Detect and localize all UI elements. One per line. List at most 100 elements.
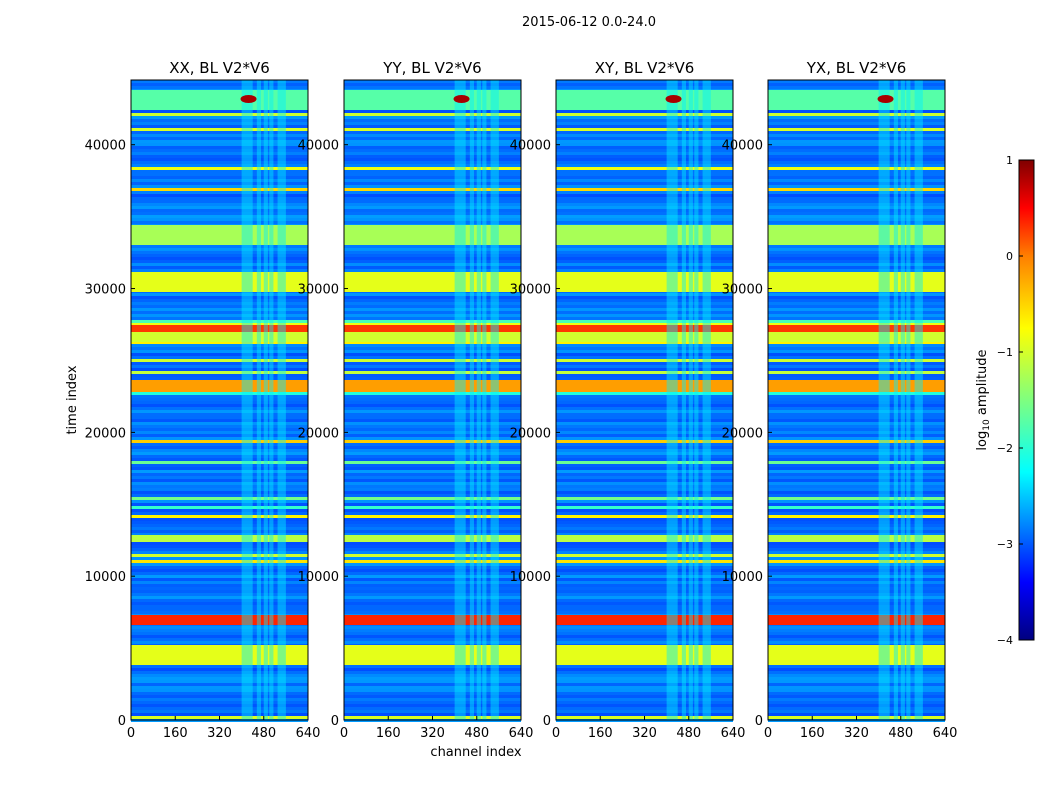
heatmap-row — [768, 110, 945, 113]
heatmap-row — [344, 206, 521, 209]
heatmap-row — [556, 578, 733, 581]
heatmap-row — [768, 83, 945, 86]
heatmap-row — [131, 341, 308, 344]
heatmap-row — [556, 119, 733, 122]
heatmap-row — [768, 533, 945, 536]
heatmap-row — [131, 572, 308, 575]
x-tick-label: 640 — [721, 726, 746, 741]
x-tick-label: 0 — [764, 726, 772, 741]
heatmap-band — [131, 332, 308, 342]
heatmap-row — [131, 113, 308, 116]
x-tick-label: 480 — [464, 726, 489, 741]
heatmap-row — [556, 419, 733, 422]
heatmap-row — [556, 251, 733, 254]
heatmap-channel-streak — [688, 80, 693, 720]
heatmap-row — [344, 341, 521, 344]
heatmap-row — [556, 164, 733, 167]
heatmap-row — [556, 572, 733, 575]
heatmap-row — [131, 353, 308, 356]
heatmap-row — [556, 635, 733, 638]
heatmap-row — [131, 431, 308, 434]
heatmap-row — [344, 584, 521, 587]
heatmap-row — [344, 194, 521, 197]
heatmap-row — [556, 680, 733, 683]
heatmap-row — [131, 713, 308, 716]
heatmap-row — [556, 686, 733, 689]
heatmap-row — [131, 608, 308, 611]
heatmap-row — [131, 482, 308, 485]
heatmap-row — [556, 587, 733, 590]
heatmap-row — [556, 698, 733, 701]
heatmap-row — [344, 410, 521, 413]
heatmap-row — [768, 425, 945, 428]
heatmap-row — [768, 608, 945, 611]
heatmap-band — [131, 380, 308, 392]
heatmap-panel: YX, BL V2*V6 0 160 320 480 640 0 10000 20000 3000… — [722, 59, 958, 741]
heatmap-row — [556, 692, 733, 695]
heatmap-row — [768, 323, 945, 326]
heatmap-panels: XX, BL V2*V6 0 160 320 480 640 0 10000 20000 3000… — [85, 59, 958, 741]
heatmap-row — [768, 260, 945, 263]
heatmap-row — [131, 584, 308, 587]
heatmap-row — [768, 542, 945, 545]
heatmap-row — [131, 707, 308, 710]
heatmap-row — [344, 494, 521, 497]
heatmap-row — [768, 200, 945, 203]
heatmap-row — [131, 125, 308, 128]
heatmap-row — [344, 137, 521, 140]
heatmap-row — [768, 359, 945, 362]
heatmap-row — [344, 182, 521, 185]
heatmap-row — [556, 143, 733, 146]
heatmap-row — [344, 359, 521, 362]
colorbar-label-rest: amplitude — [975, 349, 990, 419]
heatmap-row — [768, 248, 945, 251]
heatmap-row — [556, 398, 733, 401]
heatmap-row — [768, 179, 945, 182]
heatmap-row — [768, 155, 945, 158]
heatmap-row — [556, 170, 733, 173]
heatmap-row — [768, 596, 945, 599]
heatmap-row — [768, 491, 945, 494]
panel-title: XX, BL V2*V6 — [169, 59, 270, 77]
x-tick-label: 640 — [933, 726, 958, 741]
heatmap-row — [768, 713, 945, 716]
heatmap-row — [131, 140, 308, 143]
heatmap-row — [768, 578, 945, 581]
heatmap-row — [768, 698, 945, 701]
y-tick-label: 10000 — [85, 570, 126, 585]
heatmap-row — [131, 515, 308, 518]
colorbar-ticks: 1 0 −1 −2 −3 −4 — [997, 154, 1023, 647]
heatmap-row — [344, 569, 521, 572]
x-tick-label: 160 — [588, 726, 613, 741]
heatmap-hotspot — [240, 95, 257, 103]
heatmap-band — [556, 225, 733, 245]
heatmap-hotspot — [877, 95, 894, 103]
heatmap-row — [131, 692, 308, 695]
heatmap-row — [556, 497, 733, 500]
heatmap-row — [131, 605, 308, 608]
heatmap-row — [768, 266, 945, 269]
heatmap-row — [131, 137, 308, 140]
heatmap-row — [344, 398, 521, 401]
heatmap-row — [556, 377, 733, 380]
heatmap-row — [768, 638, 945, 641]
heatmap-row — [131, 467, 308, 470]
heatmap-row — [344, 710, 521, 713]
heatmap-row — [344, 674, 521, 677]
heatmap-row — [131, 245, 308, 248]
heatmap-row — [768, 437, 945, 440]
heatmap-row — [131, 83, 308, 86]
y-tick-label: 30000 — [85, 283, 126, 298]
heatmap-row — [131, 698, 308, 701]
y-tick-label: 30000 — [722, 283, 763, 298]
heatmap-row — [131, 260, 308, 263]
heatmap-row — [768, 311, 945, 314]
heatmap-row — [768, 464, 945, 467]
heatmap-row — [344, 185, 521, 188]
heatmap-row — [556, 710, 733, 713]
heatmap-row — [131, 533, 308, 536]
heatmap-row — [131, 422, 308, 425]
heatmap-row — [344, 155, 521, 158]
heatmap-row — [344, 425, 521, 428]
heatmap-band — [556, 272, 733, 292]
